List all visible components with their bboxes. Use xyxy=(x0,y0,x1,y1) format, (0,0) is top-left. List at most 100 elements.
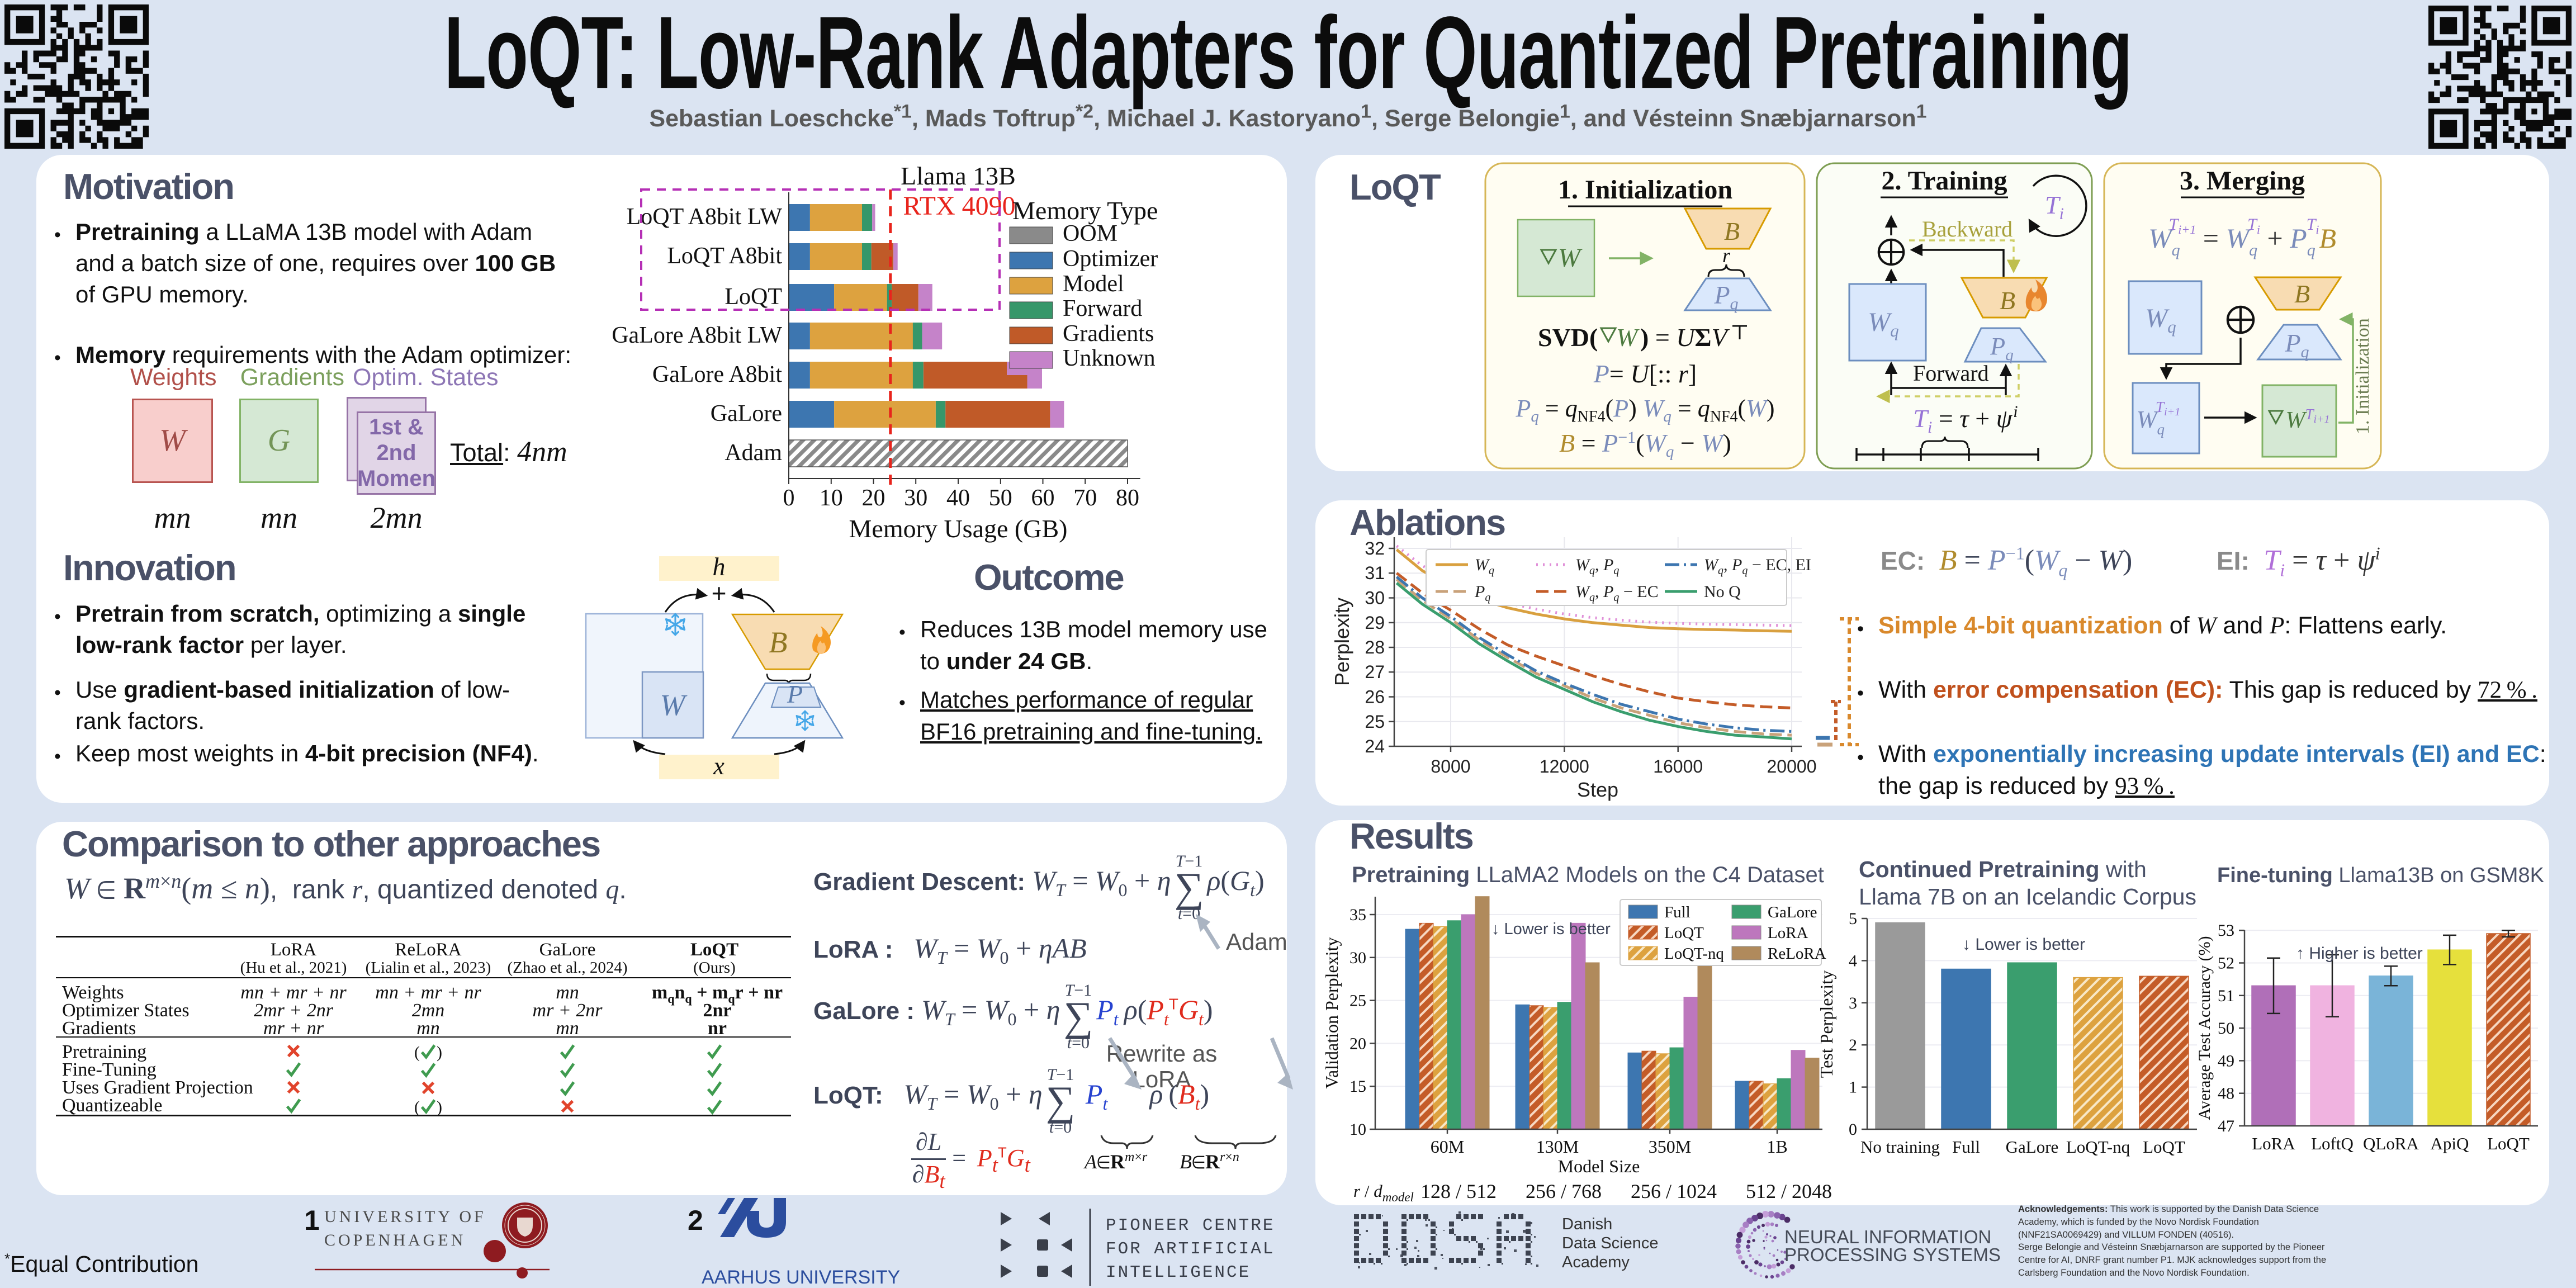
svg-text:Ti = τ + ψi: Ti = τ + ψi xyxy=(1913,402,2018,437)
svg-text:29: 29 xyxy=(1365,613,1385,633)
svg-text:53: 53 xyxy=(2218,921,2234,940)
svg-text:12000: 12000 xyxy=(1540,756,1589,776)
svg-text:2. Training: 2. Training xyxy=(1882,166,2007,196)
svg-text:Danish: Danish xyxy=(1562,1215,1612,1233)
svg-text:Academy: Academy xyxy=(1562,1253,1630,1271)
svg-text:↓ Lower is better: ↓ Lower is better xyxy=(1491,920,1611,938)
svg-text:40: 40 xyxy=(946,485,970,511)
svg-text:Ti: Ti xyxy=(2045,191,2064,223)
svg-text:INTELLIGENCE: INTELLIGENCE xyxy=(1106,1263,1251,1282)
svg-text:Step: Step xyxy=(1577,778,1618,801)
svg-text:1: 1 xyxy=(304,1205,320,1236)
svg-text:) = UΣV: ) = UΣV xyxy=(1640,323,1730,352)
svg-text:20: 20 xyxy=(1349,1034,1366,1053)
svg-text:GaLore A8bit: GaLore A8bit xyxy=(652,362,782,387)
svg-text:3: 3 xyxy=(1849,994,1857,1012)
svg-text:60: 60 xyxy=(1031,485,1055,511)
svg-text:Pq: Pq xyxy=(1990,333,2013,364)
svg-text:+: + xyxy=(712,579,727,608)
svg-text:WTi+1: WTi+1 xyxy=(2285,406,2329,433)
svg-text:130M: 130M xyxy=(1536,1137,1579,1157)
svg-text:350M: 350M xyxy=(1649,1137,1691,1157)
svg-text:10: 10 xyxy=(820,485,843,511)
svg-text:r: r xyxy=(1722,244,1731,267)
svg-text:B = P−1(Wq − W): B = P−1(Wq − W) xyxy=(1559,428,1731,461)
svg-text:Full: Full xyxy=(1952,1137,1980,1157)
svg-text:NEURAL INFORMATION: NEURAL INFORMATION xyxy=(1784,1227,1991,1247)
svg-text:↓ Lower is better: ↓ Lower is better xyxy=(1962,935,2085,954)
svg-text:512 / 2048: 512 / 2048 xyxy=(1746,1180,1832,1202)
svg-text:P: P xyxy=(787,680,803,708)
svg-text:70: 70 xyxy=(1073,485,1097,511)
svg-text:28: 28 xyxy=(1365,637,1385,657)
svg-text:26: 26 xyxy=(1365,687,1385,707)
svg-text:Full: Full xyxy=(1664,903,1690,921)
svg-text:Model: Model xyxy=(1063,271,1124,297)
svg-text:4: 4 xyxy=(1849,951,1857,970)
svg-text:B: B xyxy=(769,626,788,659)
svg-text:Pq: Pq xyxy=(1713,281,1738,313)
svg-text:COPENHAGEN: COPENHAGEN xyxy=(324,1231,466,1249)
svg-text:LoRA: LoRA xyxy=(1768,924,1808,942)
svg-text:Pq: Pq xyxy=(1474,583,1490,604)
svg-text:B: B xyxy=(2000,286,2015,315)
svg-text:PIONEER CENTRE: PIONEER CENTRE xyxy=(1106,1216,1275,1235)
svg-text:Adam: Adam xyxy=(724,440,782,466)
svg-text:Pq = qNF4(P) Wq = qNF4(W): Pq = qNF4(P) Wq = qNF4(W) xyxy=(1516,395,1775,425)
svg-text:B: B xyxy=(1724,217,1740,245)
svg-text:LoQT: LoQT xyxy=(724,284,782,310)
svg-text:Wq, Pq − EC: Wq, Pq − EC xyxy=(1575,583,1659,604)
svg-text:W: W xyxy=(1616,323,1640,352)
svg-text:50: 50 xyxy=(2218,1019,2234,1038)
svg-text:50: 50 xyxy=(989,485,1012,511)
svg-text:1. Initialization: 1. Initialization xyxy=(2352,318,2373,434)
svg-text:LoQT-nq: LoQT-nq xyxy=(2066,1137,2130,1157)
svg-text:x: x xyxy=(713,752,724,780)
svg-text:51: 51 xyxy=(2218,987,2234,1005)
svg-text:B: B xyxy=(2294,280,2310,308)
svg-text:0: 0 xyxy=(1849,1120,1857,1139)
svg-text:UNIVERSITY OF: UNIVERSITY OF xyxy=(324,1208,486,1226)
svg-text:ReLoRA: ReLoRA xyxy=(1768,945,1826,963)
svg-text:GaLore: GaLore xyxy=(711,401,782,427)
svg-text:47: 47 xyxy=(2218,1117,2234,1135)
svg-text:LoQT: LoQT xyxy=(1664,924,1704,942)
svg-text:Wq: Wq xyxy=(2145,304,2176,337)
svg-text:60M: 60M xyxy=(1431,1137,1464,1157)
svg-text:49: 49 xyxy=(2218,1052,2234,1070)
svg-text:Wq, Pq − EC, EI: Wq, Pq − EC, EI xyxy=(1704,556,1811,577)
svg-text:LoQT: LoQT xyxy=(2487,1134,2530,1153)
svg-text:Perplexity: Perplexity xyxy=(1330,598,1353,686)
svg-text:31: 31 xyxy=(1365,563,1385,583)
svg-text:Average Test Accuracy (%): Average Test Accuracy (%) xyxy=(2195,936,2214,1120)
svg-text:24: 24 xyxy=(1365,736,1385,756)
svg-text:16000: 16000 xyxy=(1653,756,1703,776)
svg-text:1: 1 xyxy=(1849,1078,1857,1097)
svg-text:LoQT-nq: LoQT-nq xyxy=(1664,945,1724,963)
svg-text:Test Perplexity: Test Perplexity xyxy=(1816,970,1836,1078)
svg-text:AARHUS UNIVERSITY: AARHUS UNIVERSITY xyxy=(702,1267,900,1288)
svg-text:20: 20 xyxy=(862,485,886,511)
svg-text:Memory Usage (GB): Memory Usage (GB) xyxy=(849,514,1068,543)
svg-text:↑ Higher is better: ↑ Higher is better xyxy=(2296,944,2423,963)
svg-text:15: 15 xyxy=(1349,1077,1366,1096)
svg-text:Llama 13B: Llama 13B xyxy=(901,162,1016,190)
svg-text:GaLore: GaLore xyxy=(1768,903,1817,921)
svg-text:5: 5 xyxy=(1849,910,1857,928)
svg-text:256 / 1024: 256 / 1024 xyxy=(1631,1180,1717,1202)
svg-text:OOM: OOM xyxy=(1063,221,1117,247)
svg-text:1B: 1B xyxy=(1767,1137,1787,1157)
svg-text:LoftQ: LoftQ xyxy=(2311,1134,2354,1153)
svg-text:LoQT: LoQT xyxy=(2143,1137,2185,1157)
svg-text:No training: No training xyxy=(1860,1137,1940,1157)
svg-text:Backward: Backward xyxy=(1922,216,2012,242)
svg-text:GaLore: GaLore xyxy=(2006,1137,2059,1157)
svg-text:2: 2 xyxy=(1849,1036,1857,1054)
svg-text:GaLore A8bit LW: GaLore A8bit LW xyxy=(612,323,782,348)
svg-text:1. Initialization: 1. Initialization xyxy=(1558,175,1732,205)
svg-text:30: 30 xyxy=(1365,588,1385,608)
svg-text:128 / 512: 128 / 512 xyxy=(1420,1180,1497,1202)
svg-text:8000: 8000 xyxy=(1431,756,1470,776)
svg-text:WqTi+1: WqTi+1 xyxy=(2137,399,2180,438)
svg-text:No Q: No Q xyxy=(1704,583,1741,601)
